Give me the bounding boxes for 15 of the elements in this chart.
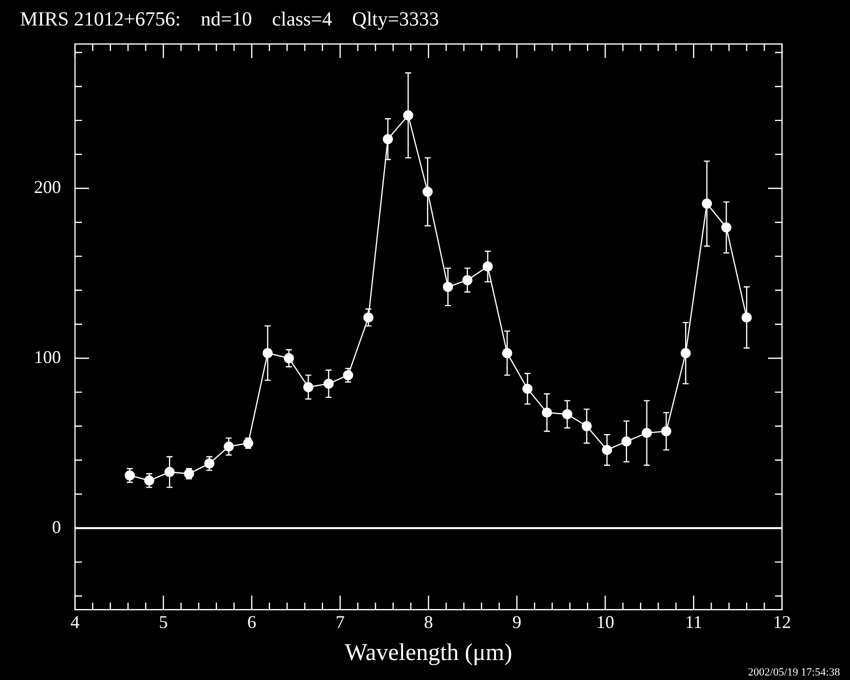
x-tick-label: 8 bbox=[424, 612, 433, 632]
x-tick-label: 6 bbox=[247, 612, 256, 632]
x-tick-label: 11 bbox=[684, 612, 702, 632]
y-tick-label: 200 bbox=[34, 177, 61, 198]
chart-title: MIRS 21012+6756: nd=10 class=4 Qlty=3333 bbox=[20, 8, 440, 30]
x-tick-label: 5 bbox=[158, 612, 168, 632]
x-tick-label: 7 bbox=[336, 612, 345, 632]
x-tick-label: 9 bbox=[512, 612, 522, 632]
text: 2002/05/19 17:54:38 bbox=[748, 666, 840, 678]
x-axis-title: Wavelength (μm) bbox=[344, 640, 512, 666]
y-tick-label: 0 bbox=[52, 516, 61, 537]
x-tick-label: 4 bbox=[70, 612, 80, 632]
x-tick-label: 12 bbox=[773, 612, 791, 632]
y-tick-label: 100 bbox=[34, 346, 61, 367]
x-tick-label: 10 bbox=[596, 612, 614, 632]
